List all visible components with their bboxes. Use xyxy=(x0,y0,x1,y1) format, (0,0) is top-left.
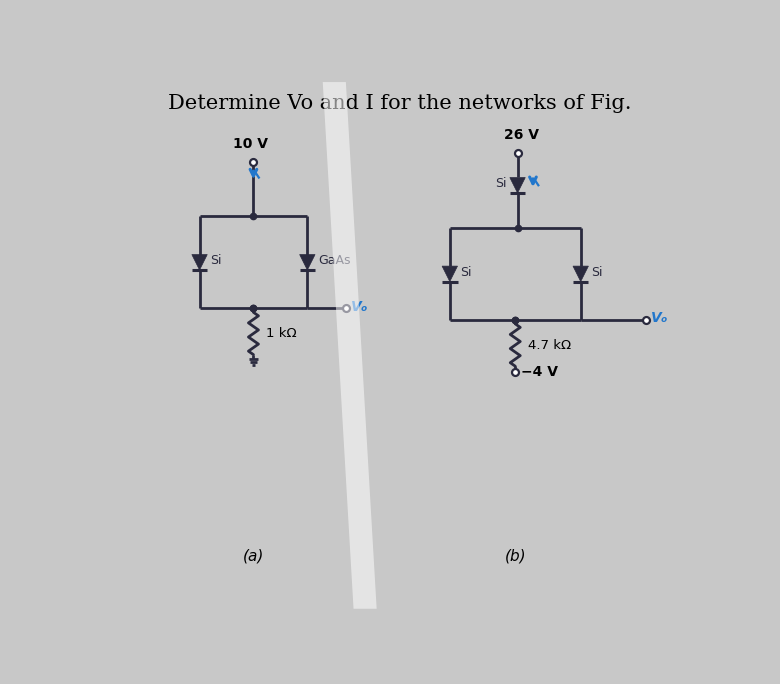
Text: GaAs: GaAs xyxy=(318,254,351,267)
Text: 1 kΩ: 1 kΩ xyxy=(266,327,296,340)
Polygon shape xyxy=(573,266,588,282)
Text: Si: Si xyxy=(591,266,603,279)
Polygon shape xyxy=(323,82,377,609)
Text: Determine Vo and I for the networks of Fig.: Determine Vo and I for the networks of F… xyxy=(168,94,632,113)
Text: (b): (b) xyxy=(505,549,526,564)
Polygon shape xyxy=(442,266,458,282)
Text: 10 V: 10 V xyxy=(233,137,268,151)
Text: −4 V: −4 V xyxy=(521,365,558,380)
Text: Si: Si xyxy=(495,177,507,190)
Polygon shape xyxy=(300,254,315,270)
Polygon shape xyxy=(510,178,525,193)
Text: Vₒ: Vₒ xyxy=(350,300,368,314)
Text: (a): (a) xyxy=(243,549,264,564)
Text: 26 V: 26 V xyxy=(504,128,539,142)
Polygon shape xyxy=(192,254,207,270)
Text: 4.7 kΩ: 4.7 kΩ xyxy=(527,339,571,352)
Text: Vₒ: Vₒ xyxy=(651,311,668,326)
Text: Si: Si xyxy=(211,254,222,267)
Text: Si: Si xyxy=(460,266,472,279)
